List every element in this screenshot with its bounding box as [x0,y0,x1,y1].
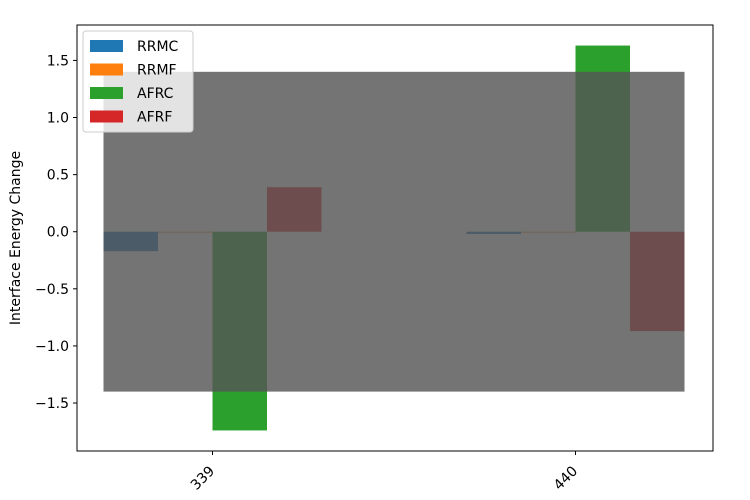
y-tick-label: 0.5 [47,168,69,184]
legend-swatch-afrf [90,110,123,123]
y-axis-label: Interface Energy Change [8,151,24,325]
legend-label-rrmf: RRMF [137,63,177,79]
legend-label-afrf: AFRF [137,110,172,126]
x-tick-label: 440 [551,463,581,493]
legend: RRMC RRMF AFRC AFRF [82,30,194,133]
y-tick-label: 1.5 [47,53,69,69]
overlay-band [103,71,685,392]
legend-swatch-rrmf [90,63,123,76]
legend-box [82,30,194,133]
x-tick-label: 339 [188,463,218,493]
legend-swatch-rrmc [90,40,123,52]
legend-label-rrmc: RRMC [137,39,179,55]
y-tick-label: 0.0 [47,225,69,241]
y-tick-label: −0.5 [35,282,69,298]
legend-label-afrc: AFRC [137,86,174,102]
y-tick-label: −1.0 [35,339,69,355]
legend-swatch-afrc [90,87,123,99]
plot-frame [76,24,714,452]
y-tick-label: −1.5 [35,396,69,412]
x-axis: 339 440 [188,451,581,494]
y-tick-label: 1.0 [47,111,69,127]
y-axis: −1.5 −1.0 −0.5 0.0 0.5 1.0 1.5 [35,53,77,412]
